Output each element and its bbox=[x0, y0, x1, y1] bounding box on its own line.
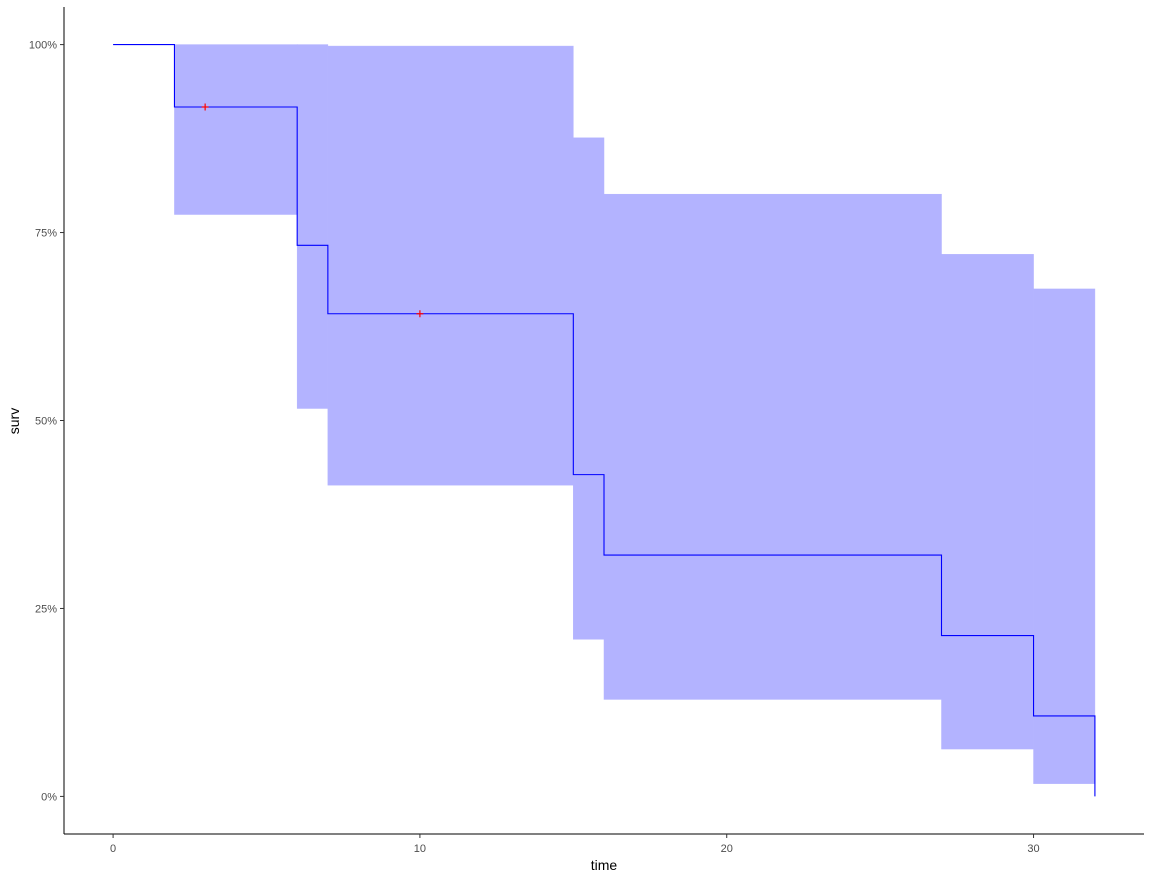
y-tick-label: 75% bbox=[35, 228, 57, 240]
y-axis-ticks: 0% 25% 50% 75% 100% bbox=[29, 40, 64, 803]
ci-ribbon-segment bbox=[603, 193, 942, 700]
y-tick-label: 50% bbox=[35, 416, 57, 428]
x-tick-label: 20 bbox=[721, 843, 733, 855]
x-tick-label: 10 bbox=[414, 843, 426, 855]
censor-marks-layer bbox=[201, 103, 424, 318]
ci-ribbon-segment bbox=[174, 44, 298, 215]
censor-mark bbox=[416, 310, 424, 318]
ci-ribbon-segment bbox=[941, 254, 1034, 750]
x-axis-title: time bbox=[591, 857, 618, 873]
y-tick-label: 0% bbox=[41, 791, 57, 803]
y-axis-title: surv bbox=[6, 408, 22, 434]
y-tick-label: 25% bbox=[35, 603, 57, 615]
ci-ribbon-segment bbox=[327, 45, 574, 486]
confidence-ribbon-layer bbox=[174, 44, 1096, 784]
survival-step-line bbox=[113, 44, 1096, 797]
x-tick-label: 30 bbox=[1027, 843, 1039, 855]
x-tick-label: 0 bbox=[110, 843, 116, 855]
censor-mark bbox=[201, 103, 209, 111]
y-tick-label: 100% bbox=[29, 40, 57, 52]
x-axis-ticks: 0 10 20 30 bbox=[110, 834, 1040, 855]
survival-curve-layer bbox=[113, 44, 1096, 797]
ci-ribbon-segment bbox=[573, 137, 605, 640]
ci-ribbon-segment bbox=[1033, 288, 1096, 784]
ci-ribbon-segment bbox=[296, 44, 329, 409]
